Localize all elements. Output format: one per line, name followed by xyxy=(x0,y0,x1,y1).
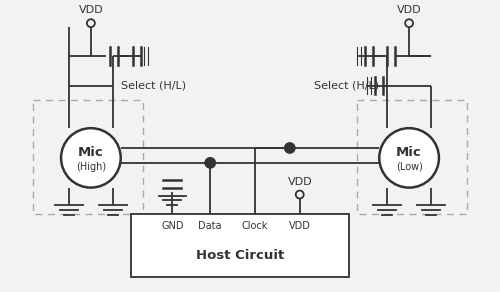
Text: (High): (High) xyxy=(76,162,106,172)
Text: GND: GND xyxy=(161,221,184,231)
Circle shape xyxy=(61,128,120,187)
Text: Mic: Mic xyxy=(396,146,422,159)
Text: VDD: VDD xyxy=(288,177,312,187)
Text: Mic: Mic xyxy=(78,146,104,159)
Circle shape xyxy=(87,19,95,27)
Text: Data: Data xyxy=(198,221,222,231)
Circle shape xyxy=(206,158,215,168)
Circle shape xyxy=(405,19,413,27)
Text: VDD: VDD xyxy=(78,5,103,15)
Bar xyxy=(358,100,467,214)
Circle shape xyxy=(380,128,439,187)
Text: (Low): (Low) xyxy=(396,162,422,172)
Text: Select (H/L): Select (H/L) xyxy=(120,81,186,91)
Circle shape xyxy=(285,143,295,153)
Text: VDD: VDD xyxy=(289,221,310,231)
Text: Select (H/L): Select (H/L) xyxy=(314,81,380,91)
Circle shape xyxy=(296,191,304,199)
Text: Host Circuit: Host Circuit xyxy=(196,249,284,262)
Bar xyxy=(33,100,142,214)
Bar xyxy=(130,214,350,277)
Text: Clock: Clock xyxy=(242,221,268,231)
Text: VDD: VDD xyxy=(397,5,421,15)
